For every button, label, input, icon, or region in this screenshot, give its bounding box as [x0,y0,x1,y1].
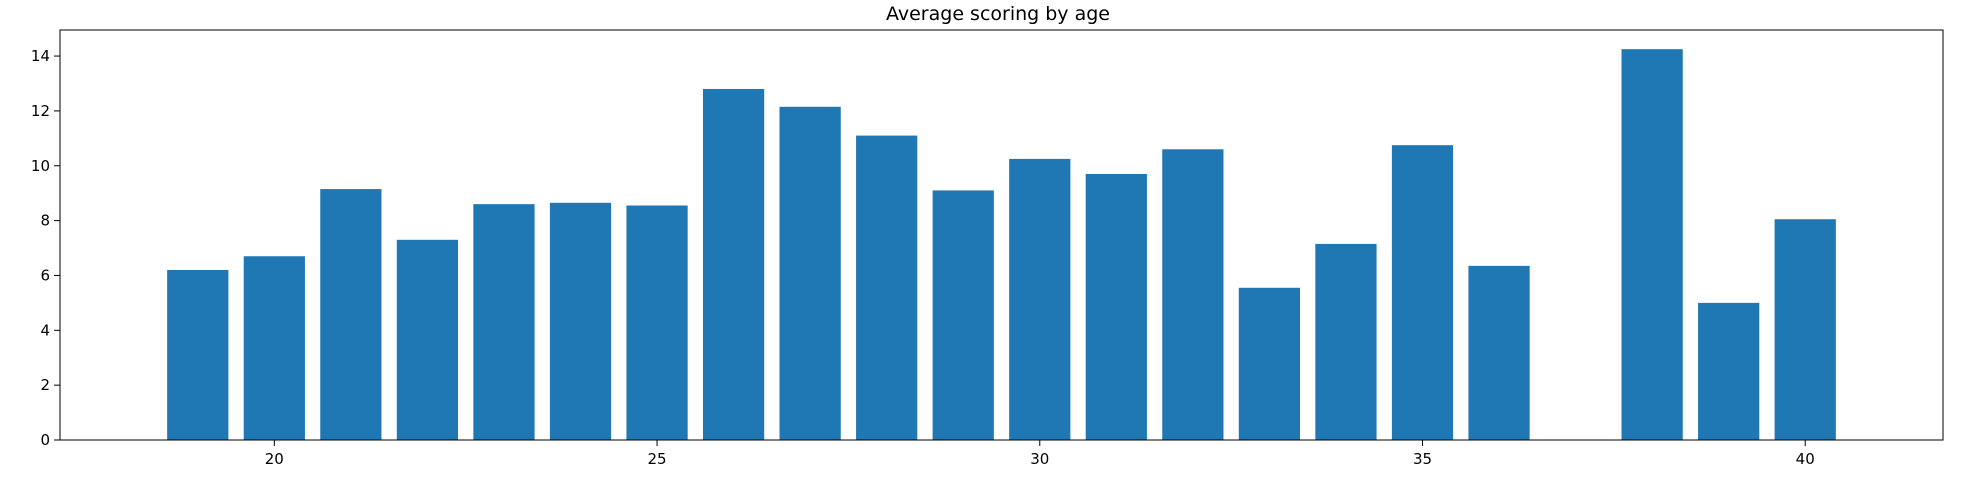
y-tick-label-4: 4 [40,321,50,339]
bar-age-35 [1391,145,1454,440]
bar-age-23 [473,204,535,440]
bar-age-40 [1774,219,1836,440]
x-tick-label-25: 25 [648,450,667,468]
bar-age-30 [1009,158,1071,441]
bar-age-19 [167,269,229,440]
bar-age-20 [243,256,305,440]
x-tick-label-30: 30 [1030,450,1049,468]
bars-group [167,49,1836,441]
y-axis: 0 2 4 6 8 10 12 14 [31,47,60,449]
y-tick-label-12: 12 [31,102,50,120]
x-tick-label-20: 20 [265,450,284,468]
bar-age-29 [932,190,994,440]
bar-age-39 [1698,302,1760,440]
y-tick-label-2: 2 [40,376,50,394]
bar-age-31 [1085,173,1147,441]
bar-age-36 [1468,265,1530,440]
y-tick-label-8: 8 [40,212,50,230]
bar-age-26 [702,88,765,441]
bar-age-38 [1621,49,1683,440]
x-tick-label-40: 40 [1796,450,1815,468]
bar-age-34 [1315,243,1377,440]
x-axis: 20 25 30 35 40 [265,440,1815,468]
bar-age-24 [549,202,612,440]
bar-age-25 [626,205,688,440]
bar-age-32 [1162,149,1224,440]
bar-age-27 [779,106,841,440]
bar-age-21 [320,189,382,440]
chart-title: Average scoring by age [886,3,1110,25]
y-tick-label-10: 10 [31,157,50,175]
plot-frame [59,29,1944,441]
y-tick-label-6: 6 [40,266,50,284]
bar-age-22 [396,239,459,440]
y-tick-label-14: 14 [31,47,50,65]
bar-age-33 [1238,287,1301,440]
x-tick-label-35: 35 [1413,450,1432,468]
y-tick-label-0: 0 [40,431,50,449]
bar-age-28 [856,135,918,441]
